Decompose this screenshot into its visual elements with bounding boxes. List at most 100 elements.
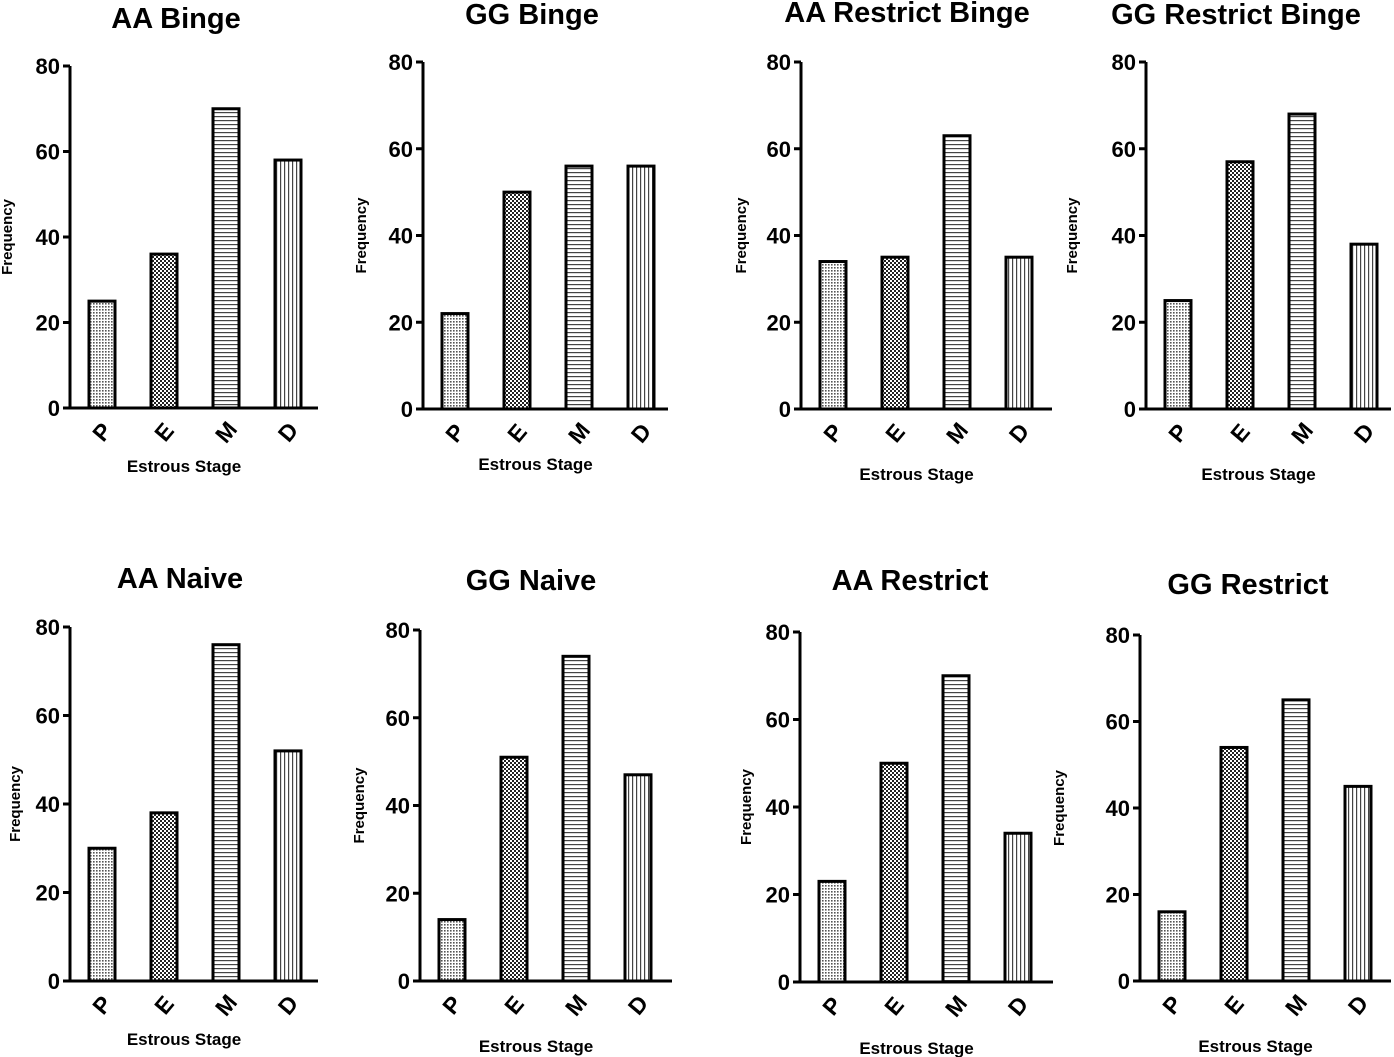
- x-tick-label: D: [626, 418, 657, 447]
- x-tick-label: D: [1004, 418, 1035, 447]
- x-tick-label: E: [1225, 419, 1255, 447]
- x-axis-label: Estrous Stage: [127, 457, 241, 476]
- y-tick-label: 0: [1124, 397, 1136, 422]
- x-tick-label: D: [1003, 991, 1034, 1020]
- y-axis-label: Frequency: [1051, 769, 1068, 846]
- bar-p: [1157, 910, 1187, 983]
- y-tick-label: 60: [36, 704, 60, 729]
- bar-p: [817, 879, 847, 984]
- bar-p: [87, 299, 117, 410]
- bar-d: [273, 158, 303, 410]
- bar-d: [1349, 242, 1379, 411]
- y-tick-label: 60: [766, 708, 790, 733]
- chart-panel-1: AA Binge 0 20 40 60 80 P E M D Frequency Estrous St…: [0, 3, 318, 476]
- bar-d: [1343, 784, 1373, 983]
- y-axis-label: Frequency: [7, 765, 24, 842]
- chart-title: AA Binge: [111, 3, 240, 35]
- chart-title: AA Naive: [117, 563, 243, 595]
- y-tick-label: 0: [401, 397, 413, 422]
- y-axis-label: Frequency: [353, 197, 370, 274]
- bar-p: [440, 312, 470, 411]
- chart-panel-6: GG Naive 0 20 40 60 80 P E M D Frequency Estrous St…: [351, 565, 672, 1056]
- x-tick-label: P: [440, 419, 470, 447]
- y-axis-label: Frequency: [351, 767, 368, 844]
- bar-d: [1004, 255, 1034, 411]
- x-axis-label: Estrous Stage: [479, 1037, 593, 1056]
- y-tick-label: 20: [36, 311, 60, 336]
- chart-panel-5: AA Naive 0 20 40 60 80 P E M D Frequency Estrous St…: [7, 563, 318, 1049]
- bar-e: [880, 255, 910, 411]
- chart-panel-4: GG Restrict Binge 0 20 40 60 80 P E M D Frequency E…: [1064, 0, 1391, 484]
- x-tick-label: M: [1280, 989, 1312, 1020]
- y-axis-label: Frequency: [1064, 197, 1081, 274]
- y-tick-label: 40: [36, 792, 60, 817]
- bar-d: [273, 749, 303, 983]
- y-tick-label: 60: [1106, 710, 1130, 735]
- x-tick-label: P: [1157, 991, 1187, 1019]
- bar-e: [499, 755, 529, 983]
- y-tick-label: 0: [778, 970, 790, 995]
- bar-p: [437, 918, 467, 983]
- x-tick-label: P: [437, 991, 467, 1019]
- x-tick-label: M: [210, 416, 242, 447]
- y-tick-label: 80: [36, 54, 60, 79]
- y-tick-label: 20: [766, 883, 790, 908]
- chart-title: GG Restrict: [1167, 569, 1328, 601]
- x-axis-label: Estrous Stage: [859, 1039, 973, 1057]
- y-tick-label: 40: [767, 224, 791, 249]
- x-tick-label: P: [1163, 419, 1193, 447]
- x-tick-label: E: [149, 991, 179, 1019]
- y-axis-label: Frequency: [0, 198, 16, 275]
- x-tick-label: P: [87, 991, 117, 1019]
- bar-d: [1003, 831, 1033, 984]
- x-axis-label: Estrous Stage: [1201, 465, 1315, 484]
- x-axis-label: Estrous Stage: [1198, 1037, 1312, 1056]
- chart-title: GG Naive: [466, 565, 597, 597]
- y-tick-label: 60: [767, 137, 791, 162]
- x-tick-label: D: [1349, 418, 1380, 447]
- bar-p: [818, 260, 848, 411]
- bar-d: [626, 164, 656, 411]
- chart-panel-3: AA Restrict Binge 0 20 40 60 80 P E M D Frequency E…: [733, 0, 1052, 484]
- bar-p: [87, 846, 117, 983]
- y-tick-label: 40: [1112, 224, 1136, 249]
- y-tick-label: 0: [779, 397, 791, 422]
- x-tick-label: E: [879, 992, 909, 1020]
- y-tick-label: 20: [386, 881, 410, 906]
- bar-m: [1287, 112, 1317, 411]
- bar-m: [211, 643, 241, 983]
- bar-m: [564, 164, 594, 411]
- y-tick-label: 80: [767, 50, 791, 75]
- x-tick-label: M: [563, 417, 595, 448]
- y-tick-label: 80: [766, 620, 790, 645]
- x-tick-label: M: [1286, 417, 1318, 448]
- x-tick-label: E: [499, 991, 529, 1019]
- y-tick-label: 0: [398, 969, 410, 994]
- x-tick-label: P: [818, 419, 848, 447]
- y-tick-label: 20: [1106, 883, 1130, 908]
- chart-panel-8: GG Restrict 0 20 40 60 80 P E M D Frequency Estrous…: [1051, 569, 1391, 1056]
- x-tick-label: M: [941, 417, 973, 448]
- x-tick-label: E: [1219, 991, 1249, 1019]
- y-tick-label: 80: [36, 615, 60, 640]
- y-tick-label: 60: [386, 706, 410, 731]
- y-tick-label: 80: [1112, 50, 1136, 75]
- y-axis-label: Frequency: [738, 768, 755, 845]
- x-tick-label: E: [502, 419, 532, 447]
- x-axis-label: Estrous Stage: [127, 1030, 241, 1049]
- y-tick-label: 60: [1112, 137, 1136, 162]
- bar-m: [941, 674, 971, 984]
- x-tick-label: P: [817, 992, 847, 1020]
- x-tick-label: P: [87, 418, 117, 446]
- x-tick-label: E: [149, 418, 179, 446]
- chart-panel-7: AA Restrict 0 20 40 60 80 P E M D Frequency Estrous…: [738, 565, 1053, 1057]
- x-tick-label: D: [273, 417, 304, 446]
- bar-e: [1219, 745, 1249, 983]
- y-tick-label: 40: [766, 795, 790, 820]
- y-tick-label: 20: [1112, 310, 1136, 335]
- y-tick-label: 80: [1106, 623, 1130, 648]
- y-tick-label: 40: [386, 794, 410, 819]
- x-tick-label: D: [1343, 990, 1374, 1019]
- bar-m: [561, 654, 591, 983]
- x-tick-label: E: [880, 419, 910, 447]
